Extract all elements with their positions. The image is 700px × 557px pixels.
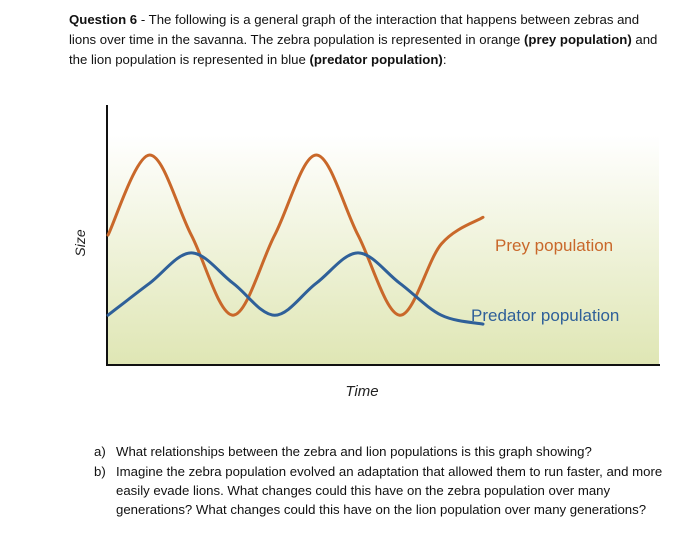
task-marker-b: b): [94, 464, 106, 479]
predator-series-line: [106, 251, 485, 326]
task-list: a) What relationships between the zebra a…: [94, 442, 664, 520]
y-axis-label: Size: [72, 229, 88, 256]
question-prey-label: (prey population): [524, 32, 632, 47]
population-graph: Size Time Prey population Predator popul…: [72, 105, 660, 400]
x-axis-label: Time: [345, 383, 378, 400]
question-text-part-2: and the lion population is represented i…: [69, 32, 658, 67]
task-item-b: b) Imagine the zebra population evolved a…: [94, 462, 664, 519]
question-number: Question 6: [69, 12, 138, 27]
task-text-a: What relationships between the zebra and…: [116, 444, 592, 459]
prey-series-label: Prey population: [495, 236, 613, 255]
question-text: Question 6 - The following is a general …: [69, 10, 669, 70]
question-separator: -: [137, 12, 149, 27]
question-predator-label: (predator population): [309, 52, 443, 67]
task-marker-a: a): [94, 444, 106, 459]
question-text-part-3: :: [442, 52, 447, 67]
predator-series-label: Predator population: [471, 306, 619, 325]
prey-series-line: [106, 153, 485, 317]
question-text-part-1: The following is a general graph of the …: [69, 12, 640, 47]
task-text-b: Imagine the zebra population evolved an …: [116, 464, 663, 517]
task-item-a: a) What relationships between the zebra a…: [94, 442, 664, 461]
